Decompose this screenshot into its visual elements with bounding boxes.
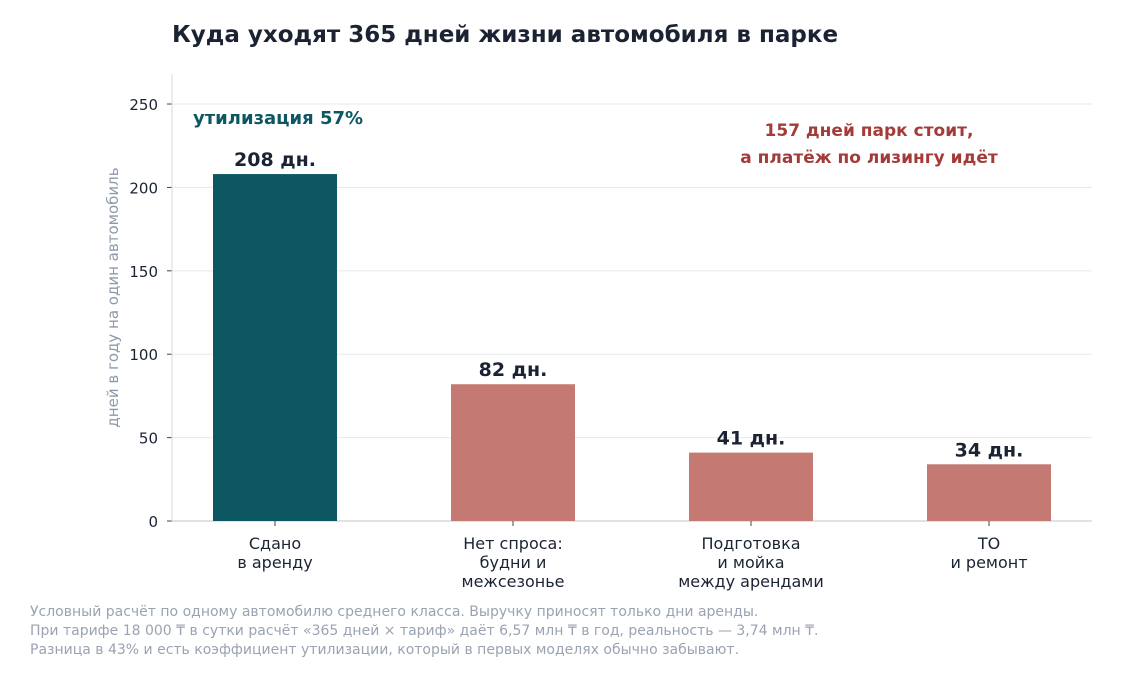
x-tick-label: Нет спроса:	[463, 534, 562, 553]
data-label: 208 дн.	[234, 149, 316, 171]
bar	[689, 452, 813, 521]
data-label: 41 дн.	[717, 428, 786, 450]
x-tick-label: межсезонье	[462, 572, 565, 591]
bar	[927, 464, 1051, 521]
y-tick-label: 250	[129, 96, 158, 114]
y-tick-label: 0	[148, 513, 158, 531]
data-labels: 208 дн. 82 дн. 41 дн. 34 дн.	[234, 149, 1023, 461]
x-tick-label: между арендами	[678, 572, 824, 591]
utilization-annotation: утилизация 57%	[193, 108, 363, 129]
y-tick-label: 150	[129, 263, 158, 281]
data-label: 82 дн.	[479, 359, 548, 381]
bar	[213, 174, 337, 521]
bar	[451, 384, 575, 521]
bars	[213, 174, 1051, 521]
x-tick-label: Сдано	[249, 534, 301, 553]
footnote-line: При тарифе 18 000 ₸ в сутки расчёт «365 …	[30, 623, 819, 639]
x-tick-label: Подготовка	[701, 534, 800, 553]
x-tick-label: будни и	[480, 553, 547, 572]
footnote-line: Разница в 43% и есть коэффициент утилиза…	[30, 642, 740, 658]
footnote: Условный расчёт по одному автомобилю сре…	[30, 603, 819, 660]
chart-title: Куда уходят 365 дней жизни автомобиля в …	[172, 22, 839, 48]
data-label: 34 дн.	[955, 439, 1024, 461]
x-tick-label: и мойка	[717, 553, 784, 572]
idle-annotation: а платёж по лизингу идёт	[740, 148, 998, 168]
idle-annotation: 157 дней парк стоит,	[765, 121, 974, 141]
y-tick-label: 100	[129, 346, 158, 364]
y-tick-label: 50	[139, 430, 158, 448]
x-tick-label: в аренду	[237, 553, 312, 572]
x-tick-label: ТО	[977, 534, 1000, 553]
x-tick-label: и ремонт	[950, 553, 1027, 572]
bar-chart: 0 50 100 150 200 250 дней в году на один автом…	[104, 74, 1092, 591]
footnote-line: Условный расчёт по одному автомобилю сре…	[30, 604, 759, 620]
y-tick-label: 200	[129, 179, 158, 197]
annotations: утилизация 57% 157 дней парк стоит, а плат…	[193, 108, 998, 168]
y-axis-label: дней в году на один автомобиль	[104, 167, 122, 427]
